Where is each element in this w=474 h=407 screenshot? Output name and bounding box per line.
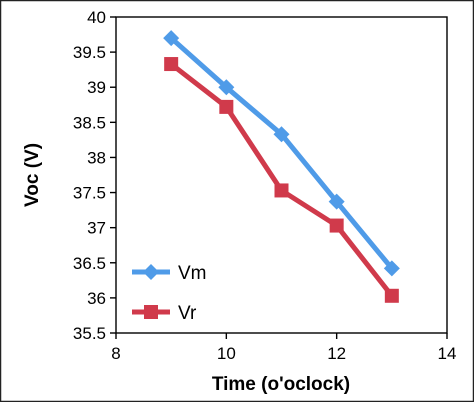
data-point-vr: [274, 183, 289, 198]
legend-swatch-marker: [143, 264, 159, 280]
data-point-vr: [329, 218, 344, 233]
y-tick-label: 36.5: [73, 254, 106, 273]
plot-area: [115, 16, 448, 334]
legend-item-vr: Vr: [132, 303, 197, 324]
y-tick-label: 35.5: [73, 324, 106, 343]
series-vr: [164, 57, 399, 303]
legend-swatch-marker: [144, 305, 158, 319]
legend-label-vm: Vm: [178, 263, 207, 284]
y-axis: 35.5 36 36.5 37 37.5 38 38.5 39 39.5 40: [73, 8, 116, 343]
y-tick-label: 38.5: [73, 113, 106, 132]
y-tick-label: 36: [87, 289, 106, 308]
y-tick-label: 38: [87, 148, 106, 167]
x-tick-label: 8: [111, 344, 120, 363]
x-axis-title: Time (o'oclock): [212, 374, 350, 395]
legend-item-vm: Vm: [132, 263, 207, 284]
series-layer: [163, 30, 400, 303]
y-tick-label: 37: [87, 219, 106, 238]
data-point-vm: [218, 79, 235, 96]
data-point-vm: [328, 193, 345, 210]
y-axis-title: Voc (V): [22, 143, 43, 207]
data-point-vr: [384, 288, 399, 303]
x-tick-label: 10: [217, 344, 236, 363]
data-point-vm: [163, 30, 180, 47]
data-point-vm: [273, 126, 290, 143]
y-tick-label: 37.5: [73, 184, 106, 203]
x-tick-label: 12: [327, 344, 346, 363]
y-tick-label: 39: [87, 78, 106, 97]
x-axis: 8 10 12 14: [111, 333, 456, 363]
series-vm: [163, 30, 400, 277]
y-tick-label: 40: [87, 8, 106, 27]
legend-label-vr: Vr: [178, 303, 197, 324]
data-point-vm: [383, 260, 400, 277]
data-point-vr: [164, 57, 179, 72]
legend: Vm Vr: [132, 263, 207, 324]
y-tick-label: 39.5: [73, 43, 106, 62]
x-tick-label: 14: [438, 344, 457, 363]
data-point-vr: [219, 99, 234, 114]
